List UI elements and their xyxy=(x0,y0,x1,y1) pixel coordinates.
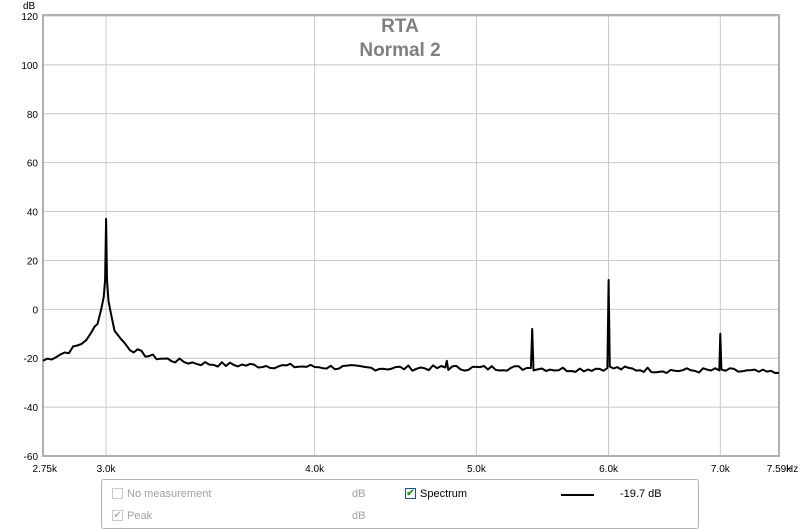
y-tick-label: 40 xyxy=(27,208,39,219)
peak-unit: dB xyxy=(352,510,366,522)
y-tick-label: 80 xyxy=(27,110,39,121)
x-tick-label: 5.0k xyxy=(467,464,487,475)
spectrum-checkbox[interactable]: ✔ xyxy=(405,488,416,499)
x-tick-label: 4.0k xyxy=(305,464,325,475)
y-tick-label: 100 xyxy=(21,61,38,72)
y-tick-label: 20 xyxy=(27,256,39,267)
y-tick-label: -40 xyxy=(24,403,39,414)
y-tick-label: -20 xyxy=(24,354,39,365)
no-measurement-checkbox[interactable] xyxy=(112,488,123,499)
legend-panel: No measurement dB ✔ Spectrum -19.7 dB ✔ … xyxy=(101,479,699,529)
y-tick-label: 0 xyxy=(32,305,38,316)
y-tick-label: 60 xyxy=(27,159,39,170)
x-tick-label: 7.59k xyxy=(767,464,792,475)
spectrum-line-swatch xyxy=(561,494,594,496)
spectrum-value: -19.7 dB xyxy=(620,488,662,500)
spectrum-label: Spectrum xyxy=(420,488,468,500)
series-group xyxy=(42,217,780,374)
no-measurement-unit: dB xyxy=(352,488,366,500)
x-tick-labels: 2.75k 3.0k 4.0k 5.0k 6.0k 7.0k 7.59k xyxy=(33,464,793,475)
legend-row-peak: ✔ Peak dB xyxy=(102,507,698,527)
y-tick-labels: 120 100 80 60 40 20 0 -20 -40 -60 xyxy=(21,12,38,463)
x-tick-label: 7.0k xyxy=(711,464,731,475)
no-measurement-label: No measurement xyxy=(127,488,212,500)
plot-frame xyxy=(42,14,780,457)
rta-chart: dB Hz 120 100 80 60 40 20 0 -20 -40 -60 2.75k 3.0k… xyxy=(21,1,798,475)
chart-title: RTA xyxy=(381,16,419,37)
peak-checkbox[interactable]: ✔ xyxy=(112,510,123,521)
y-tick-label: -60 xyxy=(24,452,39,463)
x-tick-label: 2.75k xyxy=(33,464,58,475)
chart-subtitle: Normal 2 xyxy=(359,40,440,61)
y-tick-label: 120 xyxy=(21,12,38,23)
x-tick-label: 3.0k xyxy=(97,464,117,475)
x-tick-label: 6.0k xyxy=(599,464,619,475)
peak-label: Peak xyxy=(127,510,153,522)
legend-row-no-measurement: No measurement dB ✔ Spectrum -19.7 dB xyxy=(102,485,698,505)
spectrum-series-line xyxy=(42,217,780,374)
x-axis-unit: Hz xyxy=(786,464,798,475)
y-axis-unit: dB xyxy=(23,1,36,12)
grid xyxy=(42,15,780,457)
